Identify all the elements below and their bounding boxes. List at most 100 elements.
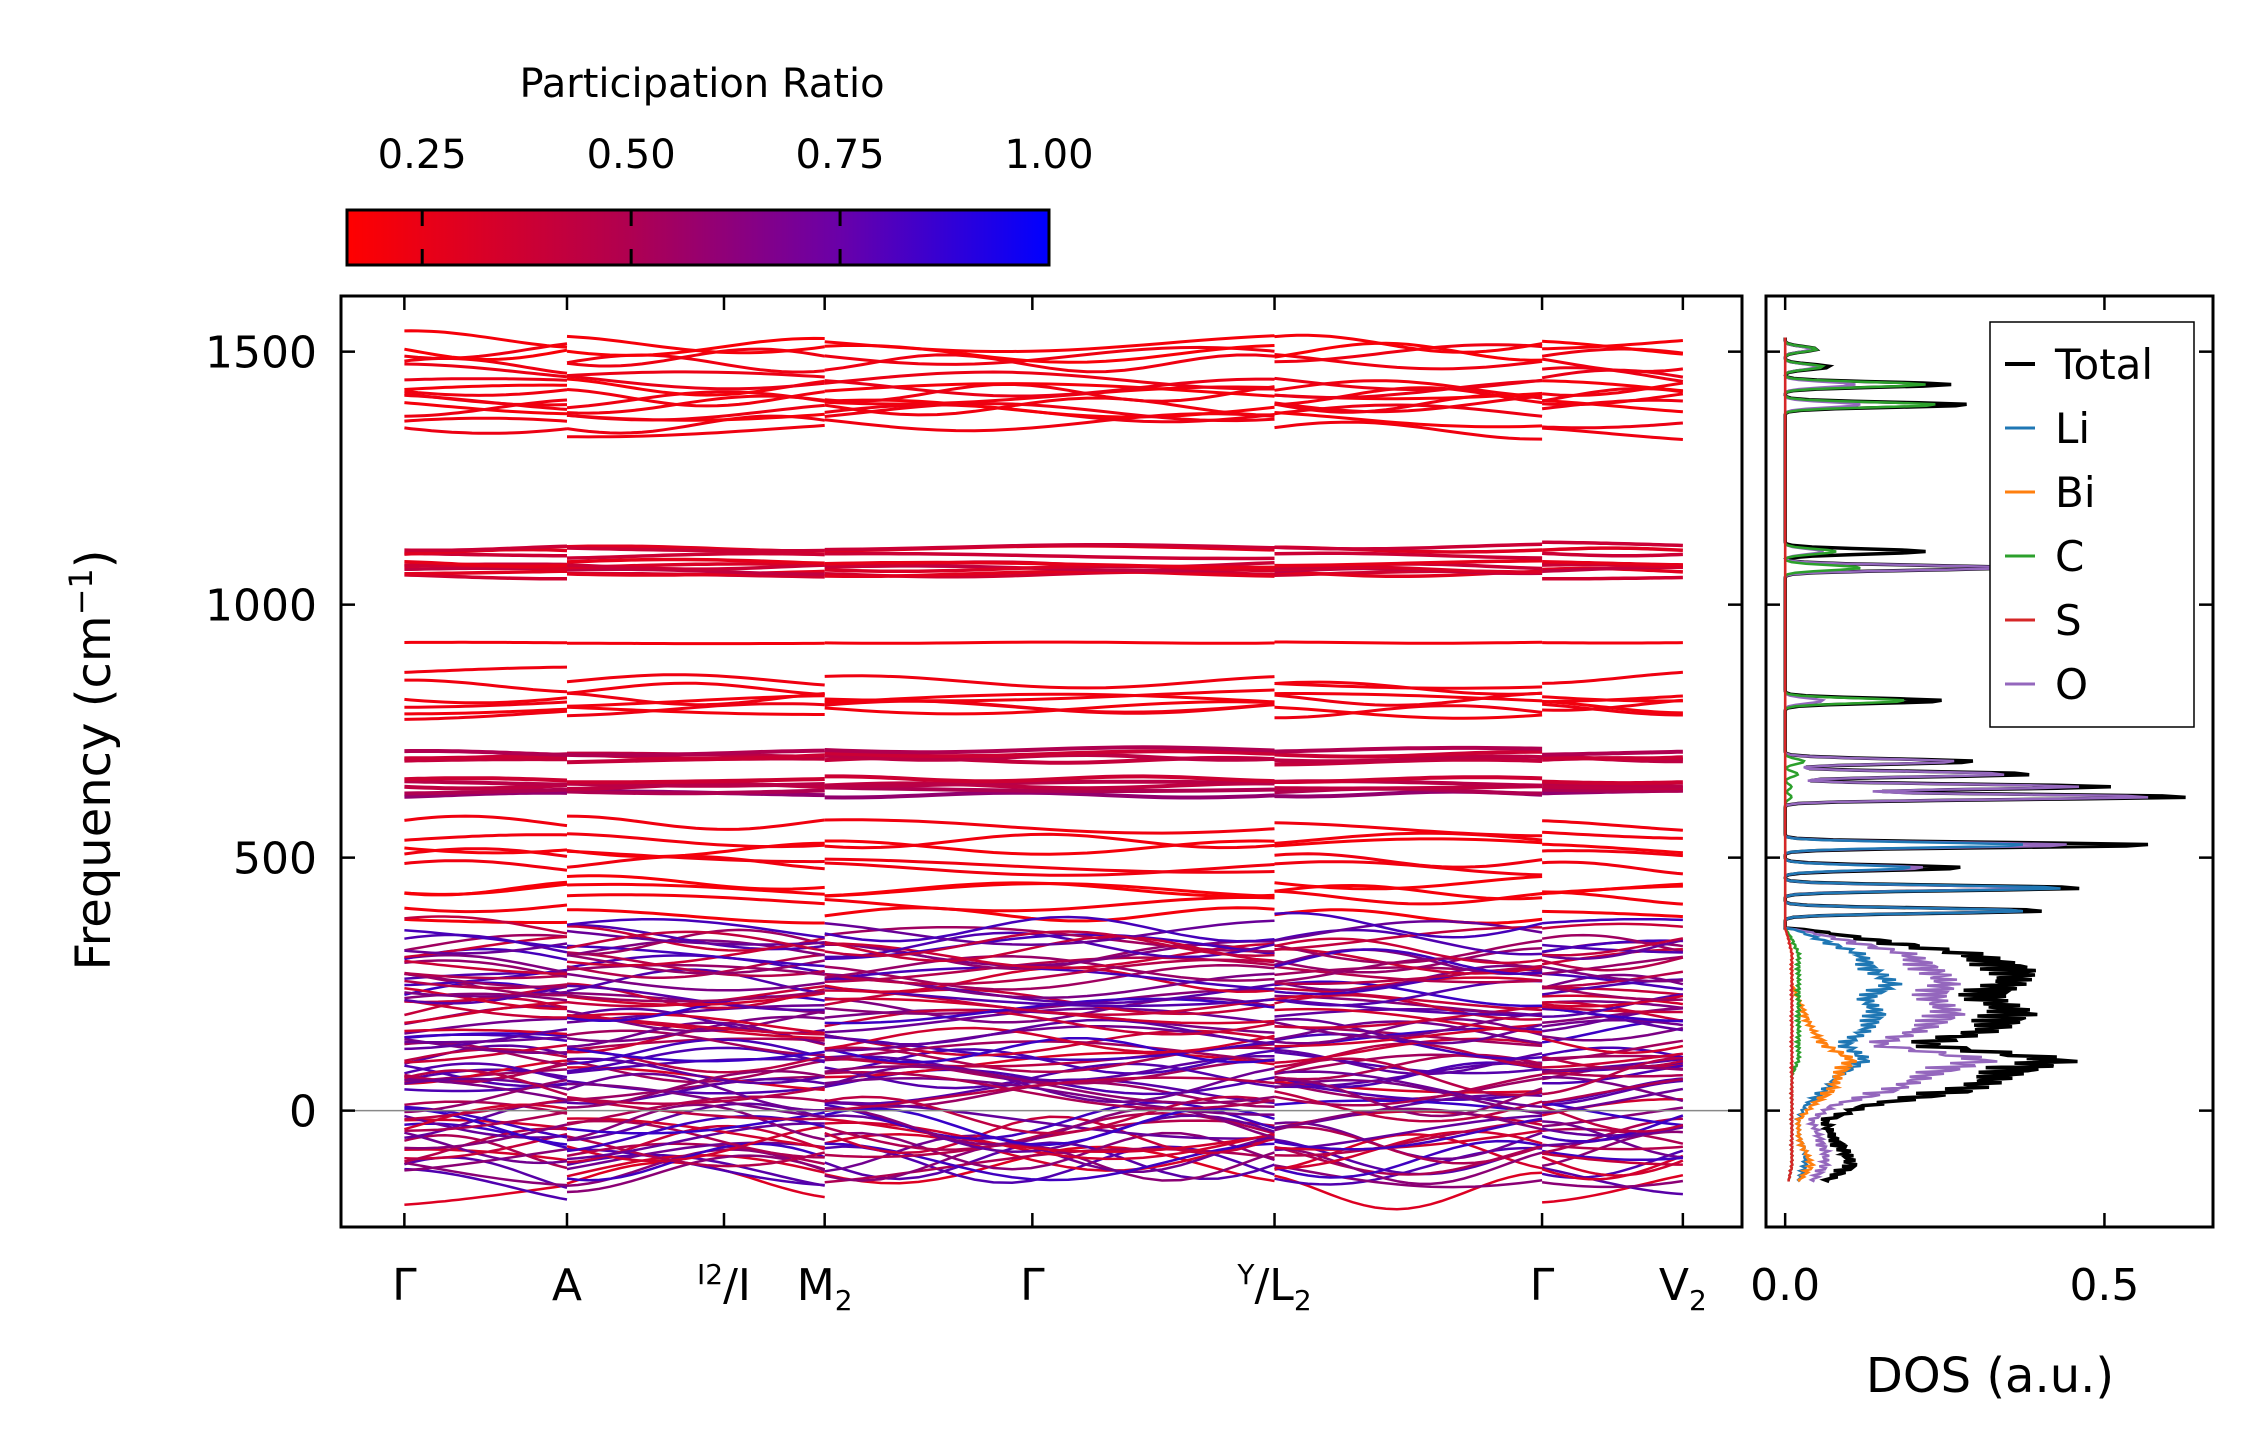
band-line — [566, 1013, 825, 1036]
band-line — [1541, 965, 1683, 983]
band-line — [404, 776, 568, 783]
band-line — [404, 971, 568, 980]
band-line — [1274, 1130, 1543, 1170]
band-line — [1274, 1080, 1543, 1102]
band-line — [1274, 1037, 1543, 1064]
band-line — [824, 692, 1275, 704]
band-line — [1274, 551, 1543, 560]
dos-panel: 0.0 0.5 DOS (a.u.) Total Li Bi CSO — [1750, 294, 2215, 1404]
band-line — [404, 569, 568, 576]
band-line — [404, 1035, 568, 1044]
band-line — [824, 1062, 1275, 1090]
band-line — [404, 1123, 568, 1150]
band-line — [404, 416, 568, 423]
band-line — [566, 968, 825, 995]
band-line — [566, 1086, 825, 1105]
band-line — [1274, 749, 1543, 759]
band-line — [566, 1142, 826, 1182]
band-line — [1541, 1066, 1683, 1074]
band-line — [404, 1127, 568, 1163]
band-line — [1274, 1117, 1543, 1151]
band-line — [824, 785, 1275, 794]
band-line — [1274, 1057, 1543, 1097]
band-line — [566, 928, 826, 956]
band-line — [1542, 849, 1684, 858]
band-line — [404, 814, 568, 828]
band-line — [1542, 830, 1683, 840]
band-line — [1542, 970, 1684, 989]
band-line — [404, 1001, 568, 1025]
band-line — [824, 749, 1275, 759]
band-line — [1274, 937, 1543, 965]
band-line — [1274, 745, 1543, 754]
band-line — [566, 403, 825, 422]
band-line — [824, 398, 1275, 419]
band-line — [566, 832, 825, 849]
band-line — [566, 748, 825, 758]
band-line — [824, 839, 1275, 856]
band-line — [404, 903, 568, 914]
band-line — [404, 986, 568, 1011]
band-line — [566, 953, 825, 979]
band-line — [1541, 1018, 1684, 1028]
band-line — [566, 963, 825, 976]
band-line — [824, 881, 1275, 898]
band-line — [1542, 551, 1683, 558]
band-line — [566, 681, 825, 697]
band-line — [824, 370, 1275, 391]
band-line — [404, 942, 568, 955]
band-line — [566, 353, 825, 374]
band-line — [566, 673, 825, 687]
y-axis-label-sup: −1 — [62, 568, 100, 615]
band-line — [566, 992, 825, 1007]
band-line — [404, 972, 568, 989]
band-line — [1541, 948, 1683, 966]
band-line — [1274, 1007, 1543, 1034]
band-line — [1541, 1070, 1683, 1078]
band-line — [824, 818, 1275, 835]
band-line — [404, 915, 568, 935]
band-line — [1274, 980, 1543, 1008]
band-line — [566, 1038, 825, 1065]
band-line — [566, 1057, 825, 1085]
band-line — [1542, 339, 1684, 351]
band-line — [1274, 964, 1543, 992]
band-line — [566, 546, 825, 553]
band-line — [404, 383, 567, 391]
band-line — [404, 749, 568, 757]
band-line — [824, 931, 1275, 959]
band-line — [824, 919, 1275, 946]
band-line — [404, 954, 568, 974]
band-line — [566, 1117, 825, 1149]
band-line — [1542, 819, 1684, 832]
y-axis-label-close: ) — [66, 549, 122, 568]
band-line — [1274, 420, 1543, 441]
k-point-sup: I2 — [697, 1258, 723, 1291]
band-line — [824, 382, 1275, 403]
band-line — [1274, 1146, 1543, 1186]
band-line — [1274, 1119, 1543, 1157]
k-point-sub: 2 — [1294, 1284, 1312, 1317]
band-line — [1541, 1155, 1684, 1177]
k-point-label: A — [552, 1260, 582, 1311]
band-line — [1541, 1006, 1683, 1023]
band-line — [1541, 1117, 1683, 1154]
band-line — [1541, 1166, 1683, 1196]
k-point-main: /L — [1254, 1260, 1294, 1311]
band-line — [1274, 353, 1543, 371]
band-line — [566, 557, 825, 566]
band-line — [566, 702, 825, 718]
band-line — [404, 1062, 568, 1082]
band-line — [824, 377, 1275, 398]
band-line — [824, 542, 1275, 552]
band-line — [824, 1095, 1275, 1135]
band-line — [404, 393, 568, 411]
band-line — [824, 412, 1275, 433]
band-line — [404, 709, 568, 721]
band-line — [1274, 998, 1543, 1017]
colorbar-tick-label: 0.50 — [587, 132, 676, 178]
band-line — [1274, 1048, 1543, 1076]
k-point-label: Γ — [1530, 1260, 1555, 1311]
band-line — [404, 1032, 568, 1040]
